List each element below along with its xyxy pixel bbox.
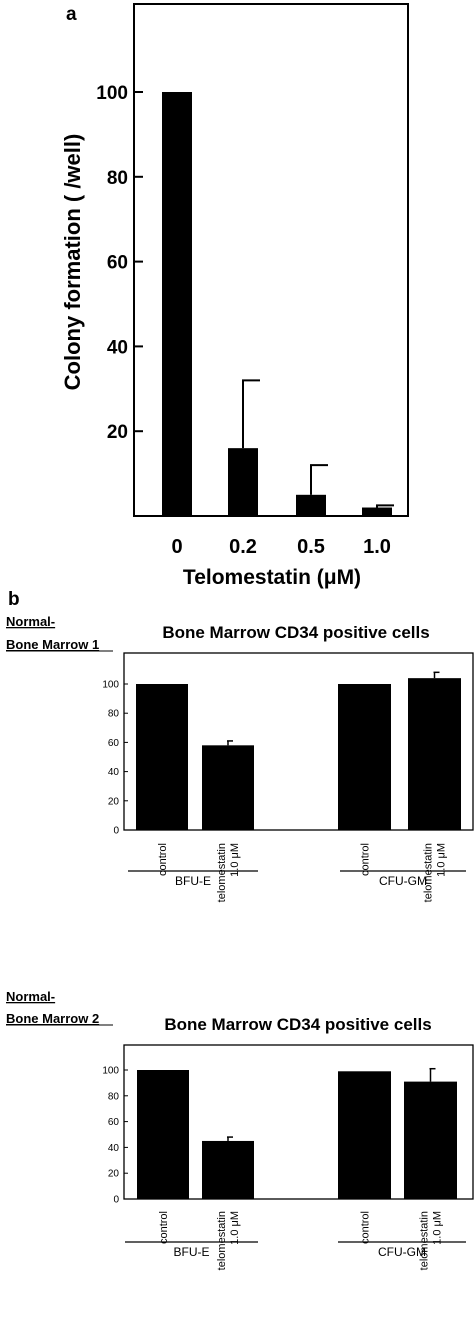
b1-bar: [408, 678, 461, 830]
b1-y-tick-label: 20: [108, 796, 120, 807]
panel-a-x-tick-label: 0: [171, 536, 182, 558]
b2-title: Bone Marrow CD34 positive cells: [164, 1015, 431, 1034]
b2-x-tick-label-line2: 1.0 μM: [229, 1211, 241, 1245]
b1-y-tick-label: 40: [108, 767, 120, 778]
panel-a-x-axis-label: Telomestatin (μM): [183, 566, 361, 589]
panel-a-bar: [228, 448, 258, 516]
b2-x-tick-label: control: [360, 1211, 372, 1244]
panel-a-x-tick-label: 1.0: [363, 536, 391, 558]
b2-side-label-line2: Bone Marrow 2: [6, 1011, 99, 1026]
b2-y-axis: 0 20 40 60 80 100: [102, 1066, 128, 1206]
panel-a-bar: [362, 507, 392, 516]
panel-a-y-axis: 20 40 60 80 100: [96, 83, 143, 443]
b1-x-tick-label: control: [360, 843, 372, 876]
b1-y-tick-label: 60: [108, 738, 120, 749]
b2-y-tick-label: 0: [113, 1195, 119, 1206]
b2-groups: BFU-E CFU-GM: [125, 1241, 466, 1259]
b1-bar: [202, 745, 254, 830]
panel-b-chart-1: Normal- Bone Marrow 1 Bone Marrow CD34 p…: [6, 614, 474, 902]
panel-a-y-tick-label: 20: [107, 422, 128, 443]
b1-bars: [136, 671, 461, 830]
b1-group-label: BFU-E: [175, 874, 211, 888]
b2-x-axis: control telomestatin 1.0 μM control telomest…: [158, 1211, 444, 1270]
b2-bar: [137, 1070, 189, 1199]
panel-a-y-tick-label: 80: [107, 168, 128, 189]
b2-x-tick-label: control: [158, 1211, 170, 1244]
panel-b-chart-2: Normal- Bone Marrow 2 Bone Marrow CD34 p…: [6, 989, 474, 1270]
b1-bar: [136, 684, 188, 830]
b2-y-tick-label: 100: [102, 1066, 119, 1077]
panel-b-label: b: [8, 589, 20, 610]
b1-y-tick-label: 100: [102, 680, 119, 691]
panel-a-y-tick-label: 40: [107, 337, 128, 358]
b2-y-tick-label: 20: [108, 1169, 120, 1180]
b2-bar: [202, 1140, 254, 1199]
b1-title: Bone Marrow CD34 positive cells: [162, 623, 429, 642]
b1-side-label-line1: Normal-: [6, 614, 55, 629]
panel-a-x-tick-label: 0.2: [229, 536, 257, 558]
b1-x-axis: control telomestatin 1.0 μM control telomest…: [157, 843, 448, 902]
b2-x-tick-label: telomestatin: [419, 1211, 431, 1270]
b1-plot-frame: [123, 652, 474, 831]
b2-y-tick-label: 80: [108, 1091, 120, 1102]
panel-a-bars: [162, 92, 394, 516]
panel-a-y-tick-label: 100: [96, 83, 128, 104]
panel-a-bar: [162, 92, 192, 516]
b1-x-tick-label-line2: 1.0 μM: [229, 843, 241, 877]
panel-a: a 20 40 60 80 100 0 0.2 0.5 1.0 Colony formatio…: [60, 3, 409, 589]
panel-a-label: a: [66, 4, 77, 25]
b2-x-tick-label: telomestatin: [216, 1211, 228, 1270]
b2-y-tick-label: 60: [108, 1117, 120, 1128]
b1-x-tick-label: control: [157, 843, 169, 876]
b1-groups: BFU-E CFU-GM: [128, 870, 466, 888]
panel-a-bar: [296, 494, 326, 516]
b2-bar: [338, 1071, 391, 1199]
panel-a-y-tick-label: 60: [107, 253, 128, 274]
b2-bar: [404, 1081, 457, 1199]
panel-a-x-tick-label: 0.5: [297, 536, 325, 558]
b1-x-tick-label: telomestatin: [216, 843, 228, 902]
panel-a-x-axis: 0 0.2 0.5 1.0: [171, 536, 390, 558]
b1-bar: [338, 684, 391, 830]
b2-side-label-line1: Normal-: [6, 989, 55, 1004]
b1-side-label-line2: Bone Marrow 1: [6, 637, 99, 652]
panel-a-y-axis-label: Colony formation ( /well): [60, 134, 85, 391]
b1-y-tick-label: 80: [108, 709, 120, 720]
b2-x-tick-label-line2: 1.0 μM: [432, 1211, 444, 1245]
b1-y-axis: 0 20 40 60 80 100: [102, 680, 128, 837]
b2-group-label: CFU-GM: [378, 1245, 426, 1259]
b1-x-tick-label-line2: 1.0 μM: [436, 843, 448, 877]
panel-a-plot-frame: [133, 3, 409, 517]
b2-bars: [137, 1067, 457, 1199]
b2-y-tick-label: 40: [108, 1143, 120, 1154]
b1-x-tick-label: telomestatin: [423, 843, 435, 902]
b1-group-label: CFU-GM: [379, 874, 427, 888]
b1-y-tick-label: 0: [113, 826, 119, 837]
b2-group-label: BFU-E: [174, 1245, 210, 1259]
